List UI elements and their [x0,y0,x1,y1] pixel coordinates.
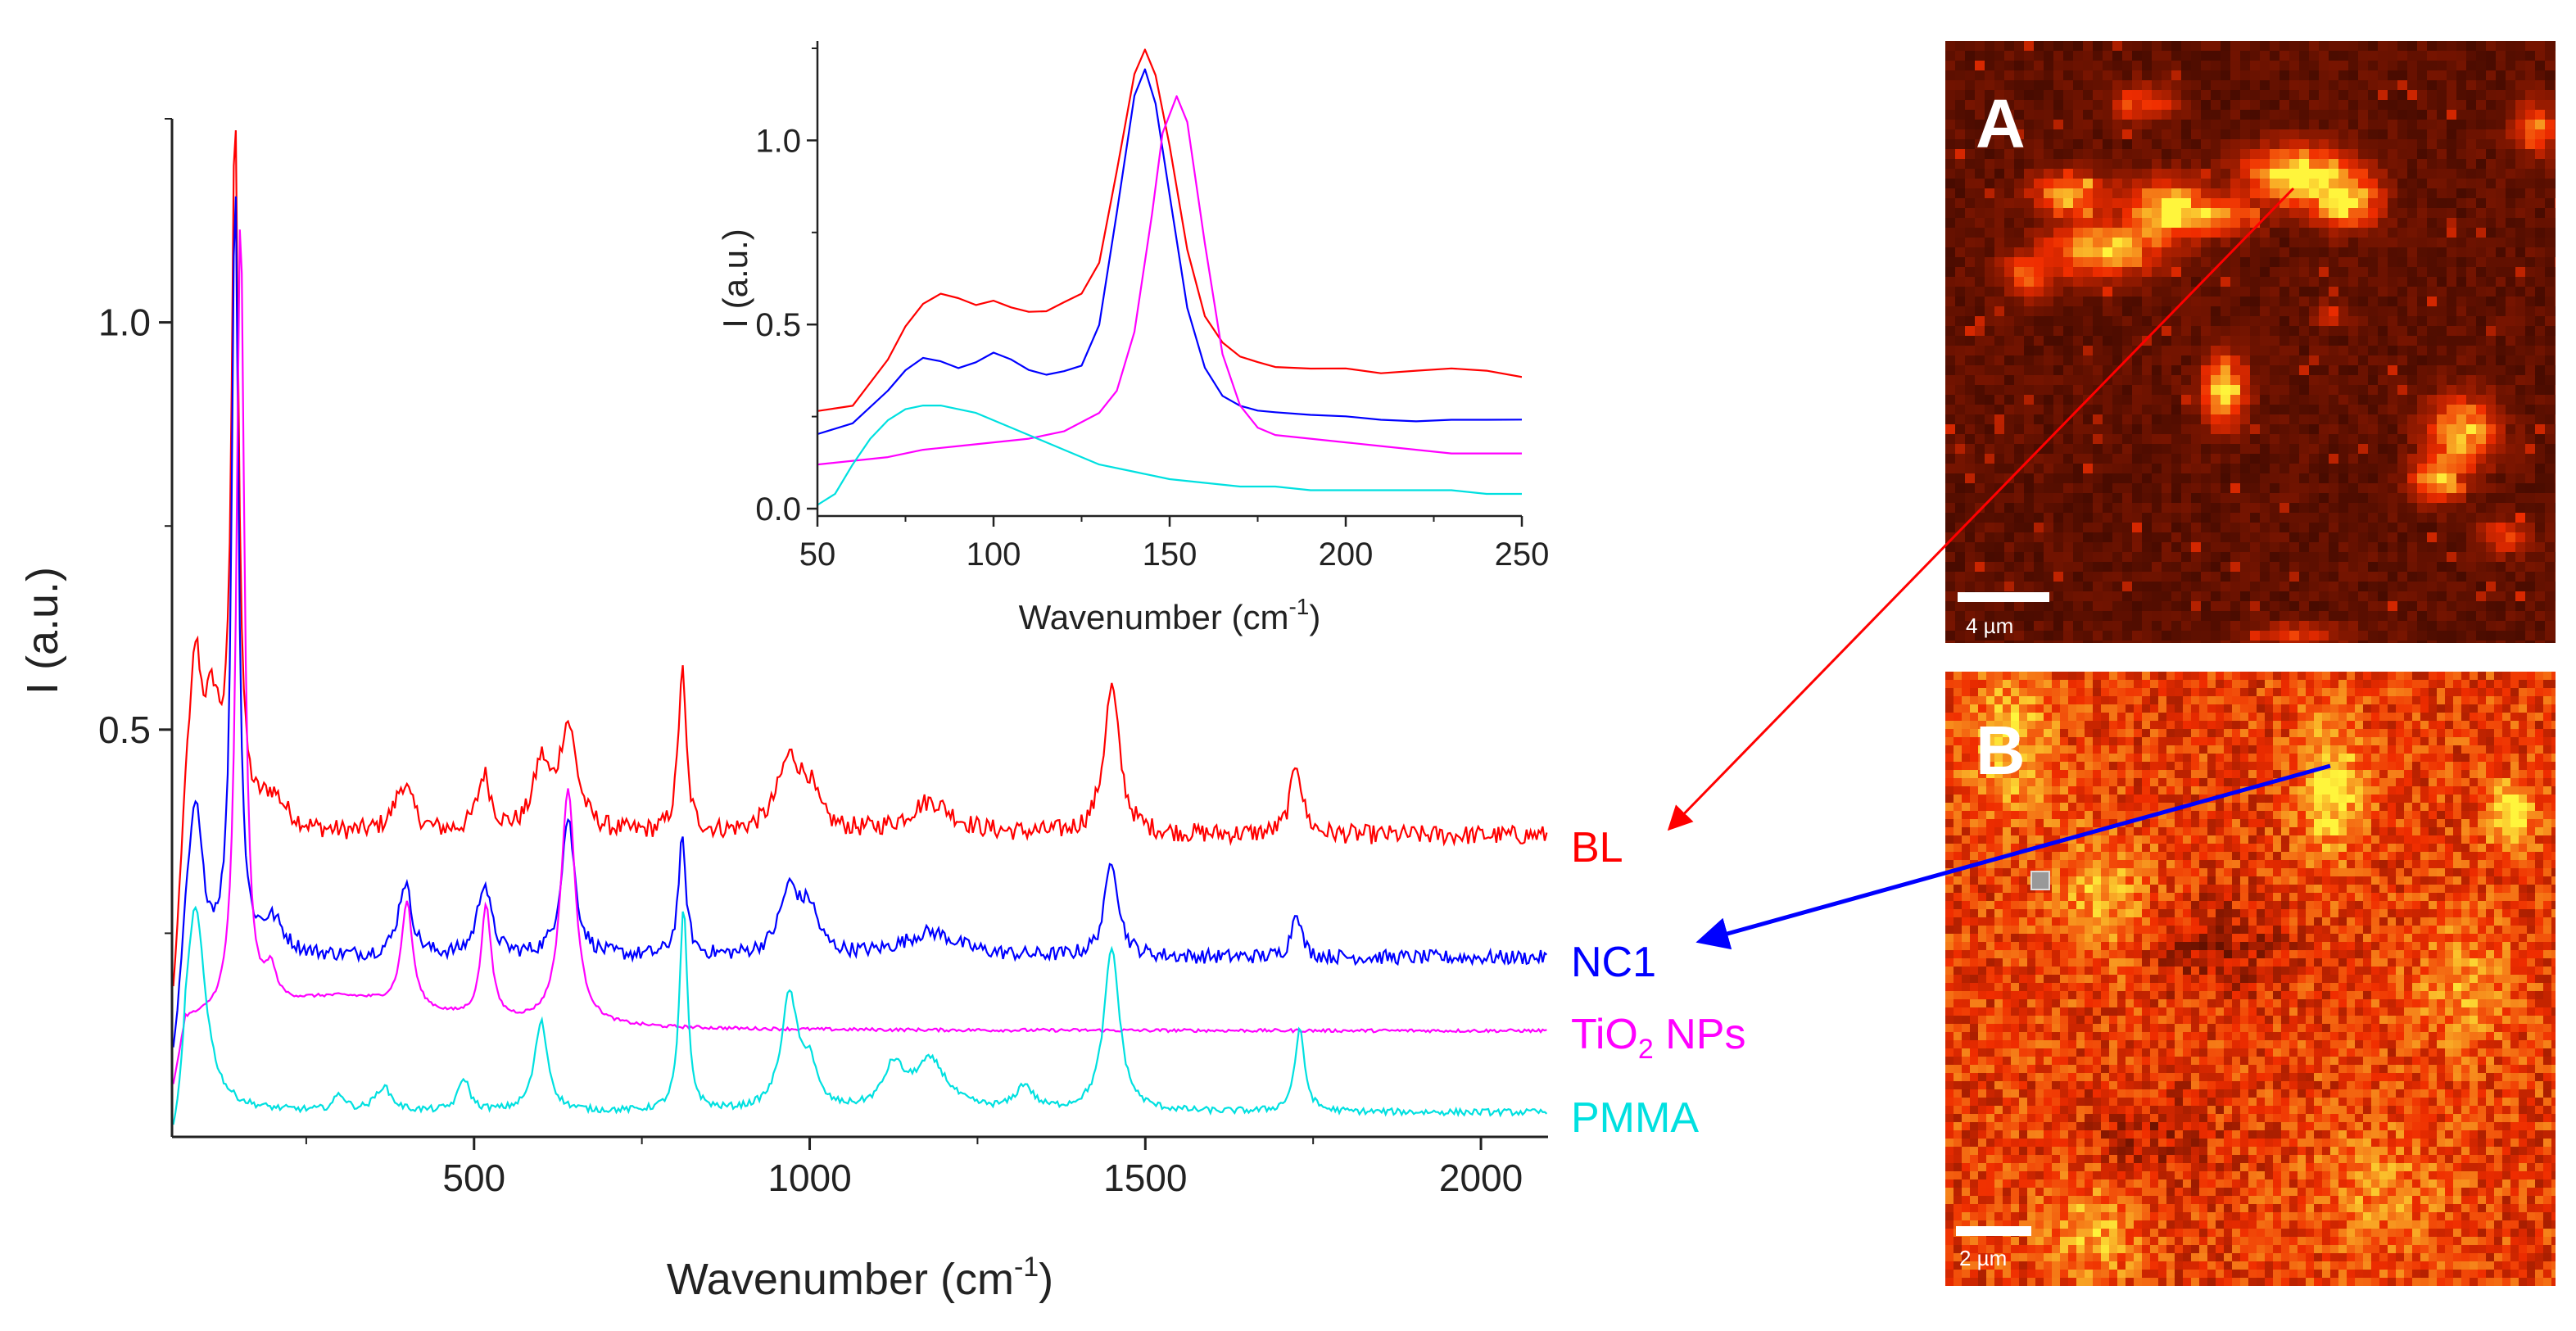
legend-nc1: NC1 [1571,939,1656,986]
main-series-3 [172,905,1548,1125]
arrow-b-to-nc1 [1695,763,2331,950]
inset-y-tick-label: 1.0 [755,123,801,159]
map-b-scalebar [1956,1226,2031,1236]
main-x-tick-label: 500 [442,1157,505,1199]
map-b-marker [2030,871,2050,890]
inset-series-0 [817,48,1522,412]
legend-pmma: PMMA [1571,1094,1699,1142]
main-chart: 500 1000 1500 2000 0.5 1.0 Wavenumber (cm-1)… [18,118,1745,1304]
main-x-ticks: 500 1000 1500 2000 [305,1137,1523,1199]
main-y-ticks: 0.5 1.0 [98,118,172,935]
inset-x-tick-label: 50 [799,536,836,573]
map-a-scalebar [1958,592,2049,602]
raman-map-a: A 4 µm [1945,41,2556,643]
map-a-texture [1945,41,2556,643]
inset-series-2 [817,95,1522,466]
map-b-scalebar-label: 2 µm [1959,1246,2007,1270]
inset-series-1 [817,68,1522,436]
inset-x-tick-label: 250 [1495,536,1550,573]
arrow-a-to-bl [1667,187,2295,831]
inset-y-ticks: 0.0 0.5 1.0 [755,47,817,527]
inset-x-ticks: 50 100 150 200 250 [799,516,1550,573]
main-x-tick-label: 1500 [1103,1157,1187,1199]
inset-series-group [817,48,1522,506]
inset-x-axis-title: Wavenumber (cm-1) [1019,594,1321,636]
inset-chart: 50 100 150 200 250 0.0 0.5 1.0 Wavenumber (cm-… [716,41,1549,636]
inset-x-tick-label: 100 [967,536,1021,573]
main-y-tick-label: 0.5 [98,709,151,751]
main-y-tick-label: 1.0 [98,301,151,344]
legend-bl: BL [1571,824,1623,871]
main-y-axis-title: I (a.u.) [18,567,67,695]
map-a-scalebar-label: 4 µm [1966,613,2013,638]
raman-map-b: B 2 µm [1945,672,2556,1286]
main-series-2 [172,229,1547,1084]
inset-y-tick-label: 0.5 [755,307,801,343]
main-x-tick-label: 1000 [767,1157,851,1199]
main-x-axis-title: Wavenumber (cm-1) [667,1252,1053,1304]
inset-y-axis-title: I (a.u.) [716,229,754,328]
map-b-label: B [1976,712,2026,789]
inset-x-tick-label: 150 [1143,536,1197,573]
legend-tio2: TiO2 NPs [1571,1011,1745,1065]
inset-x-tick-label: 200 [1319,536,1374,573]
main-series-1 [172,196,1548,1048]
inset-series-3 [817,405,1522,506]
map-a-label: A [1976,85,2026,162]
main-series-0 [172,130,1548,987]
main-series-group [172,130,1548,1125]
inset-y-tick-label: 0.0 [755,491,801,527]
main-x-tick-label: 2000 [1439,1157,1523,1199]
map-b-texture [1945,672,2556,1286]
